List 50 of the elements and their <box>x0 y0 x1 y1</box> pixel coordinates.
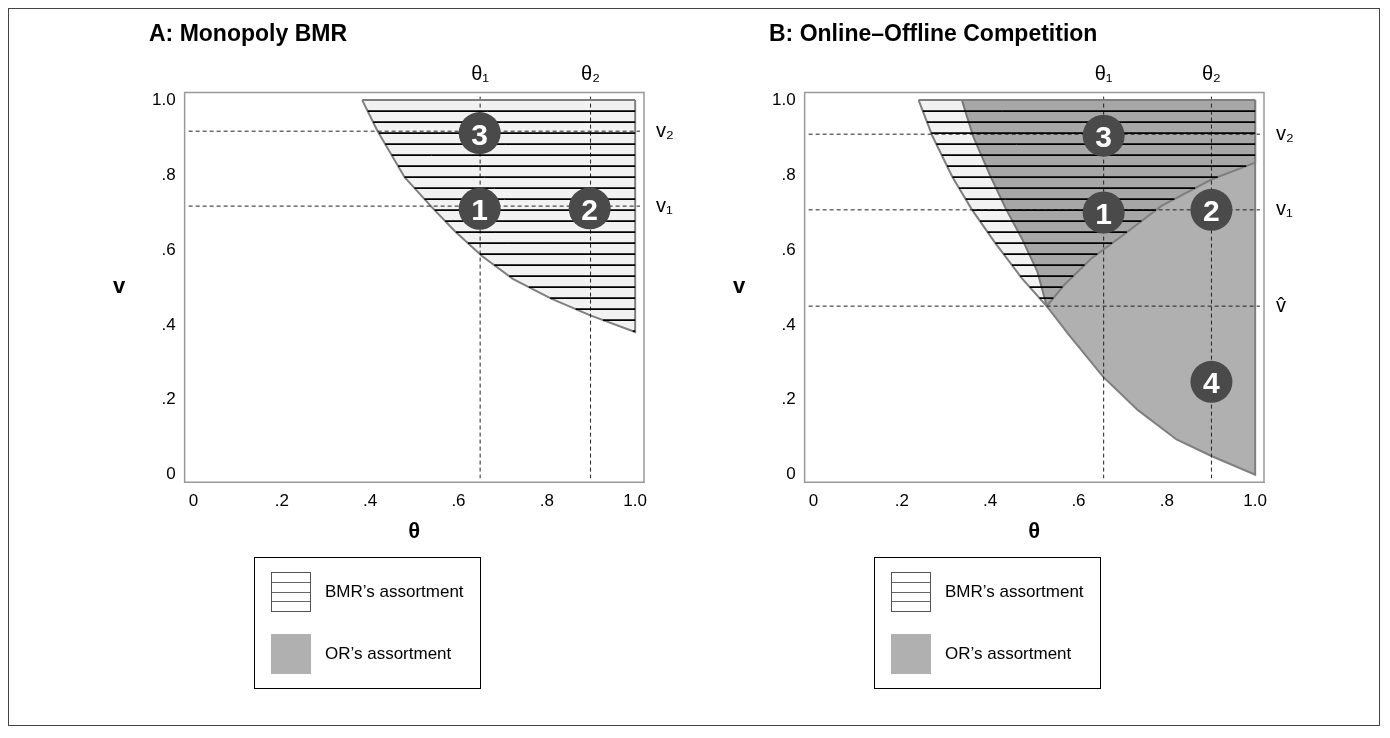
chart-title: B: Online–Offline Competition <box>769 20 1098 47</box>
x-axis-title: θ <box>1028 517 1041 543</box>
legend-label: BMR’s assortment <box>325 582 464 602</box>
y-tick-label: .6 <box>781 239 796 259</box>
x-tick-label: .2 <box>274 491 289 511</box>
x-tick-label: .6 <box>1071 491 1086 511</box>
ref-line-label: θ₁ <box>471 62 490 85</box>
x-tick-label: .2 <box>894 491 909 511</box>
x-tick-label: .6 <box>451 491 466 511</box>
x-tick-label: .4 <box>363 491 378 511</box>
ref-line-label: θ₁ <box>1094 62 1113 85</box>
annotation: 4 <box>1203 366 1221 400</box>
y-tick-label: .2 <box>161 389 176 409</box>
annotation: 3 <box>471 117 489 151</box>
ref-line-label: v₂ <box>656 118 674 141</box>
ref-line-label: v̂ <box>1276 293 1286 316</box>
ref-line-label: θ₂ <box>1201 62 1221 85</box>
y-tick-label: 0 <box>166 464 176 484</box>
y-tick-label: .6 <box>161 239 176 259</box>
ref-line-label: θ₂ <box>581 62 600 85</box>
y-tick-label: .2 <box>781 389 796 409</box>
y-tick-label: .4 <box>161 314 176 334</box>
ref-line-label: v₁ <box>1276 197 1293 220</box>
x-tick-label: 0 <box>808 491 819 511</box>
x-tick-label: .8 <box>539 491 554 511</box>
chart-title: A: Monopoly BMR <box>149 20 348 47</box>
x-tick-label: 0 <box>188 491 199 511</box>
annotation: 1 <box>1095 196 1113 230</box>
annotation: 2 <box>1203 194 1220 228</box>
annotation: 1 <box>471 193 489 227</box>
annotation: 3 <box>1095 120 1113 154</box>
y-axis-title: v <box>732 273 746 299</box>
legend-label: OR’s assortment <box>325 644 452 664</box>
x-axis-title: θ <box>408 517 421 543</box>
x-tick-label: .4 <box>983 491 998 511</box>
y-tick-label: .8 <box>781 164 796 184</box>
legend-label: OR’s assortment <box>945 644 1072 664</box>
y-axis-title: v <box>112 273 126 299</box>
ref-line-label: v₁ <box>656 193 673 216</box>
x-tick-label: .8 <box>1159 491 1174 511</box>
ref-line-label: v₂ <box>1276 121 1294 144</box>
y-tick-label: 0 <box>786 464 796 484</box>
y-tick-label: 1.0 <box>771 89 796 109</box>
legend-label: BMR’s assortment <box>945 582 1084 602</box>
y-tick-label: 1.0 <box>151 89 176 109</box>
x-tick-label: 1.0 <box>1243 491 1267 511</box>
y-tick-label: .4 <box>781 314 796 334</box>
y-tick-label: .8 <box>161 164 176 184</box>
x-tick-label: 1.0 <box>623 491 647 511</box>
annotation: 2 <box>581 192 599 226</box>
